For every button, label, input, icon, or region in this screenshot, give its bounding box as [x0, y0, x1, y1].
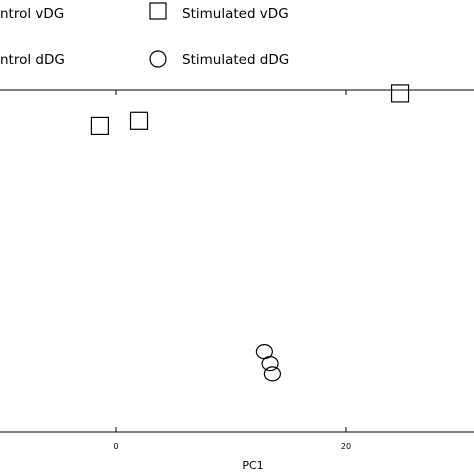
x-tick-label: 20	[341, 442, 351, 451]
legend-label-stimulated-ddg: Stimulated dDG	[182, 52, 289, 68]
data-point-square	[390, 84, 410, 103]
legend-label-stimulated-vdg: Stimulated vDG	[182, 6, 289, 22]
legend-circle-marker	[149, 50, 167, 68]
data-points	[90, 84, 410, 382]
legend-square-marker	[149, 2, 167, 20]
x-axis-title: PC1	[242, 459, 263, 472]
data-point-circle	[263, 366, 281, 382]
data-point-square	[129, 111, 149, 130]
data-point-square	[90, 116, 110, 136]
legend-label-control-ddg: ntrol dDG	[0, 52, 65, 68]
legend: ntrol vDG Stimulated vDG ntrol dDG Stimu…	[0, 2, 289, 68]
data-point-circle	[261, 356, 279, 372]
x-axis-ticks: 0 20	[113, 90, 351, 451]
legend-label-control-vdg: ntrol vDG	[0, 6, 64, 22]
x-tick-label: 0	[113, 442, 118, 451]
